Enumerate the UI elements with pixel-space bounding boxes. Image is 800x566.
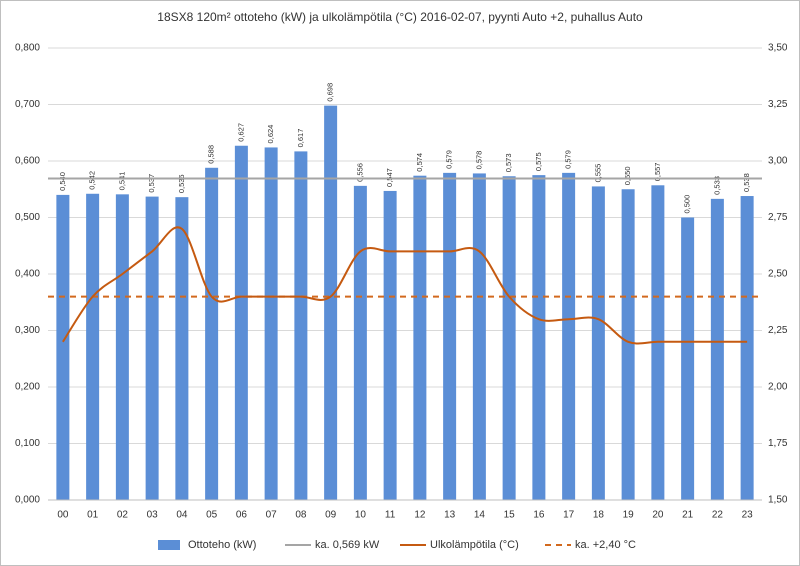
x-tick-label: 12	[414, 510, 426, 521]
value-label: 0,555	[593, 164, 602, 183]
y2-tick-label: 2,50	[768, 269, 788, 280]
bar	[413, 175, 427, 500]
bar	[710, 198, 724, 501]
bar	[145, 196, 159, 500]
x-tick-label: 17	[563, 510, 575, 521]
bar	[443, 172, 457, 501]
bar	[86, 193, 100, 500]
x-tick-label: 11	[385, 510, 396, 521]
x-tick-label: 08	[295, 510, 307, 521]
value-label: 0,557	[653, 163, 662, 182]
x-tick-label: 20	[652, 510, 664, 521]
y2-tick-label: 1,75	[768, 438, 788, 449]
x-tick-label: 03	[147, 510, 159, 521]
bar	[681, 217, 695, 500]
x-tick-label: 14	[474, 510, 486, 521]
bar	[264, 147, 278, 500]
bar	[234, 145, 248, 500]
bar	[324, 105, 338, 500]
bar	[56, 194, 70, 500]
bar	[562, 172, 576, 501]
bar	[383, 190, 397, 500]
bar	[621, 189, 635, 500]
y-tick-label: 0,200	[15, 382, 40, 393]
y2-tick-label: 3,00	[768, 156, 788, 167]
x-tick-label: 18	[593, 510, 605, 521]
y2-tick-label: 1,50	[768, 495, 788, 506]
x-tick-label: 06	[236, 510, 248, 521]
bar	[294, 151, 308, 500]
value-label: 0,533	[712, 176, 721, 195]
bar	[591, 186, 605, 501]
y2-tick-label: 2,75	[768, 212, 788, 223]
x-tick-label: 05	[206, 510, 218, 521]
chart-title: 18SX8 120m² ottoteho (kW) ja ulkolämpöti…	[157, 10, 643, 24]
x-tick-label: 00	[57, 510, 69, 521]
x-tick-label: 19	[623, 510, 635, 521]
y-tick-label: 0,100	[15, 438, 40, 449]
bar	[532, 175, 546, 500]
legend-label: ka. 0,569 kW	[315, 539, 380, 551]
value-label: 0,579	[445, 150, 454, 169]
bar	[205, 167, 219, 500]
value-label: 0,540	[58, 172, 67, 191]
x-tick-label: 23	[742, 510, 754, 521]
bar	[175, 197, 189, 500]
value-label: 0,542	[88, 171, 97, 190]
bar	[502, 176, 516, 500]
x-tick-label: 15	[504, 510, 516, 521]
value-label: 0,617	[296, 129, 305, 148]
x-tick-label: 01	[87, 510, 99, 521]
legend-label: Ulkolämpötila (°C)	[430, 539, 519, 551]
bar	[472, 173, 486, 500]
legend-label: ka. +2,40 °C	[575, 539, 636, 551]
x-tick-label: 16	[533, 510, 545, 521]
legend-label: Ottoteho (kW)	[188, 539, 256, 551]
y-tick-label: 0,600	[15, 156, 40, 167]
value-label: 0,627	[236, 123, 245, 142]
value-label: 0,573	[504, 153, 513, 172]
bar	[353, 185, 367, 501]
y-tick-label: 0,800	[15, 43, 40, 54]
value-label: 0,624	[266, 125, 275, 144]
value-label: 0,575	[534, 152, 543, 171]
x-tick-label: 13	[444, 510, 456, 521]
temperature-line	[62, 226, 748, 345]
value-label: 0,556	[355, 163, 364, 182]
value-label: 0,578	[474, 151, 483, 170]
value-label: 0,588	[207, 145, 216, 164]
value-label: 0,500	[683, 195, 692, 214]
value-label: 0,550	[623, 166, 632, 185]
y-tick-label: 0,500	[15, 212, 40, 223]
value-label: 0,538	[742, 173, 751, 192]
bar	[115, 194, 129, 500]
y2-tick-label: 3,25	[768, 99, 788, 110]
x-tick-label: 10	[355, 510, 367, 521]
value-label: 0,537	[147, 174, 156, 193]
y-tick-label: 0,400	[15, 269, 40, 280]
x-tick-label: 21	[682, 510, 694, 521]
x-tick-label: 07	[266, 510, 278, 521]
value-label: 0,698	[326, 83, 335, 102]
x-tick-label: 04	[176, 510, 188, 521]
x-tick-label: 02	[117, 510, 129, 521]
y2-tick-label: 2,25	[768, 325, 788, 336]
y-tick-label: 0,000	[15, 495, 40, 506]
value-label: 0,574	[415, 153, 424, 172]
y-tick-label: 0,700	[15, 99, 40, 110]
x-tick-label: 09	[325, 510, 337, 521]
value-label: 0,579	[564, 150, 573, 169]
y-tick-label: 0,300	[15, 325, 40, 336]
legend-swatch	[158, 540, 180, 550]
bar	[740, 196, 754, 500]
x-tick-label: 22	[712, 510, 724, 521]
y2-tick-label: 2,00	[768, 382, 788, 393]
value-label: 0,541	[117, 172, 126, 191]
y2-tick-label: 3,50	[768, 43, 788, 54]
value-label: 0,536	[177, 174, 186, 193]
